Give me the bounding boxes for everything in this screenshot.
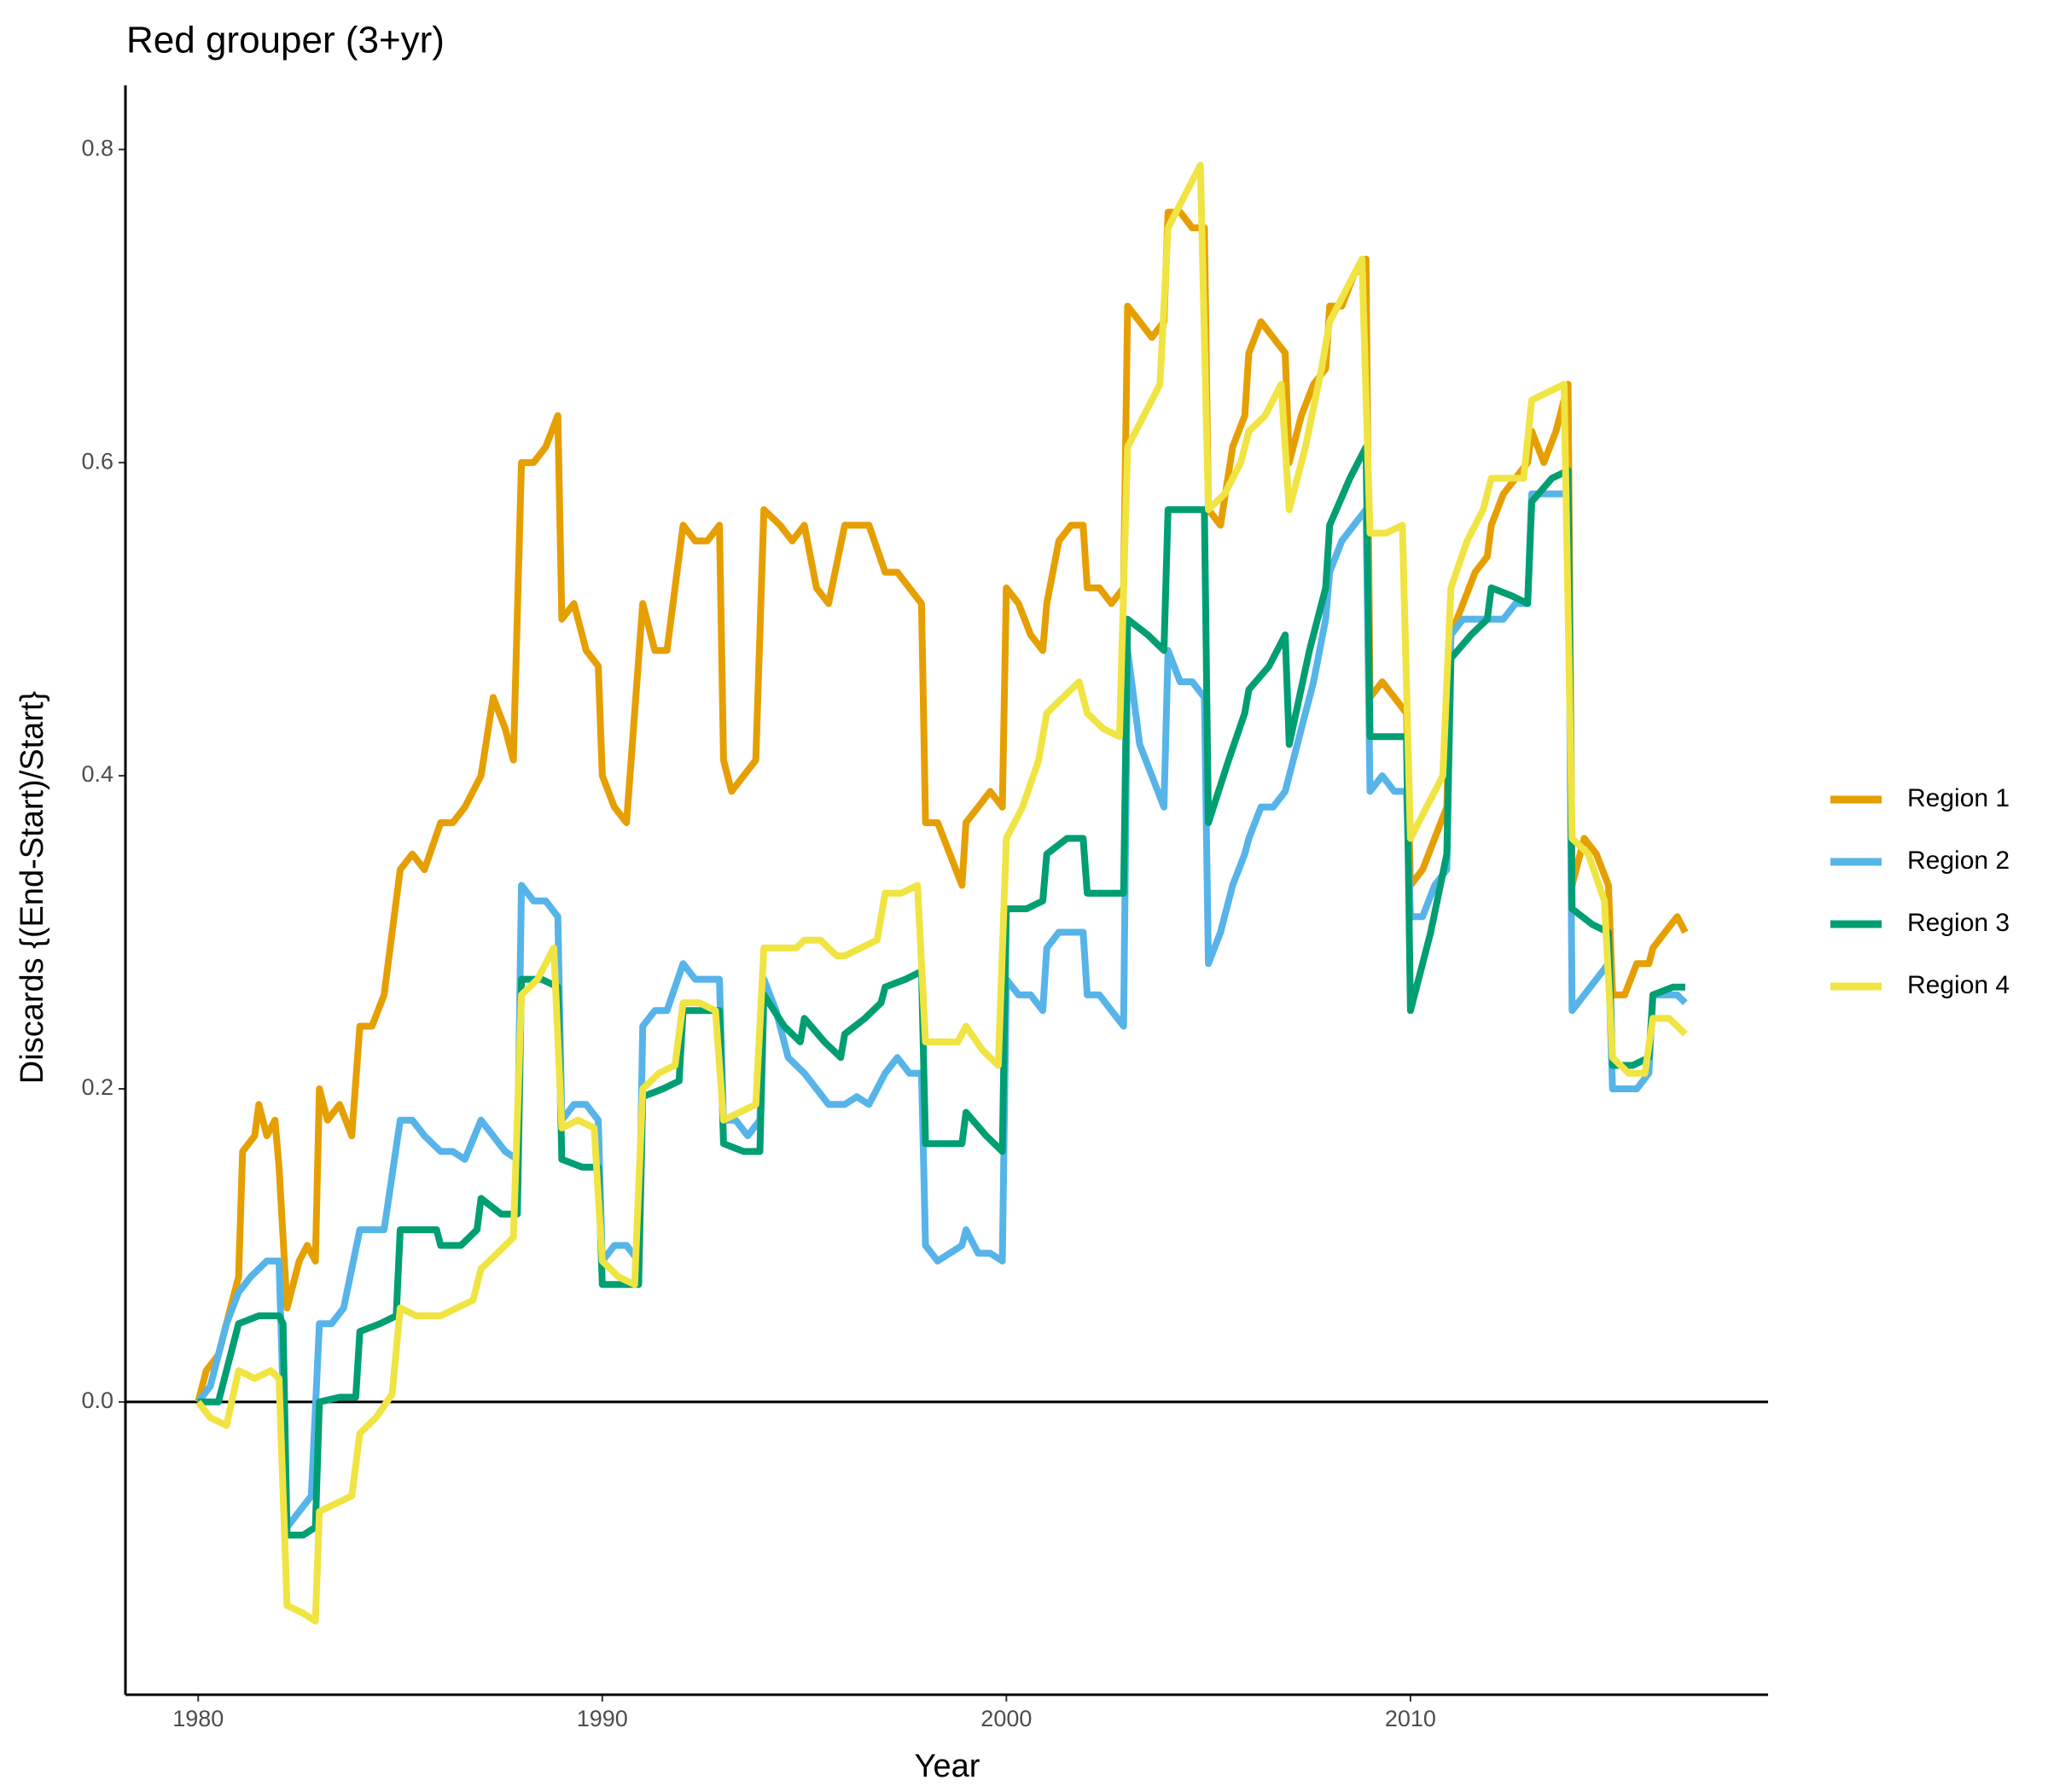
x-tick-label: 1980 [172, 1706, 224, 1731]
x-tick-label: 1990 [577, 1706, 628, 1731]
x-tick-label: 2010 [1385, 1706, 1436, 1731]
y-tick-label: 0.0 [81, 1388, 113, 1413]
y-tick-label: 0.6 [81, 448, 113, 474]
y-tick-label: 0.8 [81, 135, 113, 160]
legend-label: Region 4 [1907, 971, 2010, 999]
y-axis-title: Discards {(End-Start)/Start} [15, 691, 50, 1084]
legend-label: Region 3 [1907, 909, 2010, 937]
y-tick-label: 0.2 [81, 1074, 113, 1100]
x-tick-label: 2000 [980, 1706, 1032, 1731]
legend-label: Region 2 [1907, 847, 2010, 875]
x-axis-title: Year [915, 1748, 980, 1784]
series-line [195, 161, 1688, 1625]
series-line [195, 490, 1688, 1531]
series-line [195, 208, 1689, 1403]
chart-title: Red grouper (3+yr) [126, 20, 445, 61]
series-line [198, 443, 1685, 1539]
legend-label: Region 1 [1907, 784, 2010, 812]
y-tick-label: 0.4 [81, 761, 113, 787]
